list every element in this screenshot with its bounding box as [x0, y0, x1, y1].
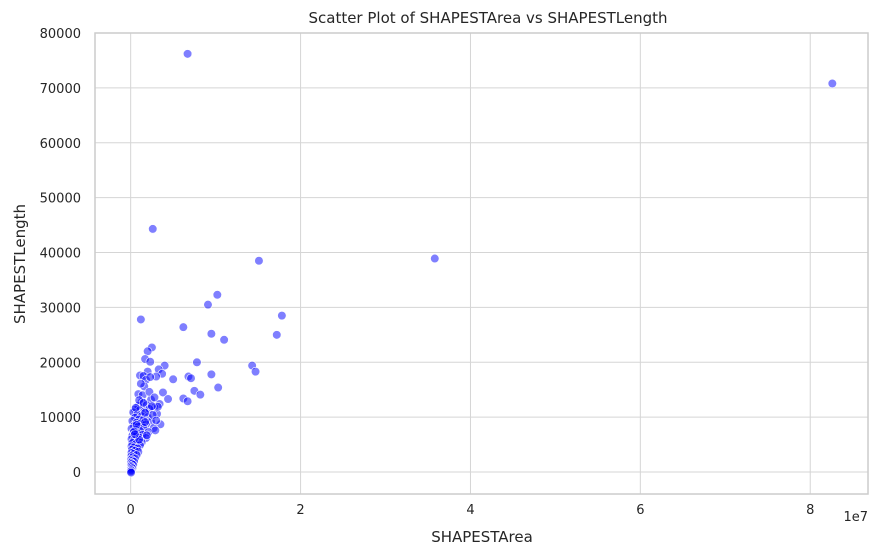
scatter-point — [212, 290, 222, 300]
y-tick-label: 50000 — [40, 192, 81, 207]
chart-title: Scatter Plot of SHAPESTArea vs SHAPESTLe… — [308, 9, 667, 27]
scatter-point — [143, 346, 153, 356]
scatter-point — [182, 396, 193, 406]
x-tick-label: 6 — [636, 503, 644, 518]
scatter-point — [136, 314, 146, 325]
tick-labels: 0 2 4 6 8 0 10000 20000 30000 40000 50000 60000 7000… — [40, 27, 815, 518]
scatter-point — [140, 408, 150, 418]
scatter-point — [203, 300, 213, 310]
y-tick-label: 40000 — [40, 247, 81, 262]
y-tick-label: 80000 — [40, 27, 81, 42]
scatter-point — [131, 403, 141, 413]
scatter-point — [145, 357, 155, 367]
scatter-point — [254, 256, 264, 266]
scatter-point — [163, 394, 173, 404]
x-axis-label: SHAPESTArea — [431, 528, 533, 546]
scatter-point — [140, 417, 150, 427]
scatter-point — [195, 390, 205, 400]
scatter-point — [277, 311, 287, 321]
scatter-point — [150, 425, 160, 435]
scatter-point — [151, 415, 161, 426]
y-tick-label: 70000 — [40, 82, 81, 97]
scatter-point — [168, 374, 178, 384]
scatter-point — [130, 429, 140, 439]
y-tick-label: 60000 — [40, 137, 81, 152]
scatter-point — [158, 387, 168, 398]
scatter-point — [206, 329, 216, 339]
x-tick-label: 4 — [466, 503, 474, 518]
scatter-point — [250, 367, 261, 377]
scatter-point — [148, 224, 158, 234]
y-tick-label: 30000 — [40, 301, 81, 316]
scatter-point — [219, 335, 229, 345]
y-tick-label: 0 — [73, 466, 81, 481]
scatter-point — [192, 357, 202, 367]
x-tick-label: 0 — [127, 503, 135, 518]
scatter-point — [136, 379, 146, 389]
y-axis-label: SHAPESTLength — [11, 204, 29, 324]
scatter-point — [138, 398, 149, 408]
scatter-point — [178, 322, 188, 332]
scatter-point — [142, 430, 152, 440]
scatter-point — [147, 401, 157, 411]
scatter-point — [213, 382, 223, 393]
x-axis-offset-text: 1e7 — [843, 510, 868, 525]
x-tick-label: 8 — [806, 503, 814, 518]
scatter-point — [206, 369, 216, 379]
plot-frame — [94, 32, 869, 495]
y-tick-label: 10000 — [40, 411, 81, 426]
scatter-point — [182, 49, 193, 59]
scatter-point — [145, 372, 155, 382]
scatter-point — [430, 253, 440, 264]
grid-lines — [95, 32, 868, 494]
y-tick-label: 20000 — [40, 356, 81, 371]
scatter-point — [186, 373, 196, 383]
x-tick-label: 2 — [296, 503, 304, 518]
scatter-point — [827, 78, 837, 89]
scatter-point — [149, 392, 160, 403]
scatter-point — [126, 467, 136, 478]
data-points — [126, 49, 837, 478]
scatter-point — [272, 330, 282, 340]
